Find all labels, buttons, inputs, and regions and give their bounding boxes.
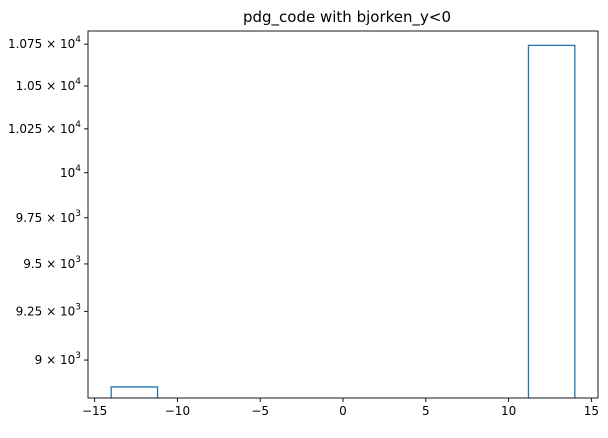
- chart-title: pdg_code with bjorken_y<0: [243, 8, 451, 27]
- y-tick-label-3: 9.75 × 103: [16, 209, 81, 225]
- y-tick-label-0: 9 × 103: [35, 351, 81, 367]
- axes: −15 −10 −5 0 5 10 15 9 × 103 9.25 × 103 9.5 × 103…: [8, 30, 599, 418]
- x-tick-label-6: 15: [584, 404, 599, 418]
- y-tick-label-6: 1.05 × 104: [16, 77, 82, 93]
- histogram-bin-0: [110, 386, 159, 398]
- x-tick-label-1: −10: [165, 404, 190, 418]
- x-tick-label-2: −5: [251, 404, 269, 418]
- x-tick-label-3: 0: [339, 404, 347, 418]
- y-tick-label-2: 9.5 × 103: [23, 255, 81, 271]
- x-tick-label-0: −15: [82, 404, 107, 418]
- y-tick-label-7: 1.075 × 104: [8, 35, 81, 51]
- x-tick-label-4: 5: [422, 404, 430, 418]
- y-tick-label-4: 104: [60, 164, 81, 180]
- y-tick-label-1: 9.25 × 103: [16, 302, 81, 318]
- histogram-bars: [110, 44, 576, 398]
- x-tick-label-5: 10: [501, 404, 516, 418]
- y-tick-label-5: 1.025 × 104: [8, 120, 81, 136]
- histogram-bin-1: [527, 44, 576, 398]
- plot-frame: [87, 30, 599, 399]
